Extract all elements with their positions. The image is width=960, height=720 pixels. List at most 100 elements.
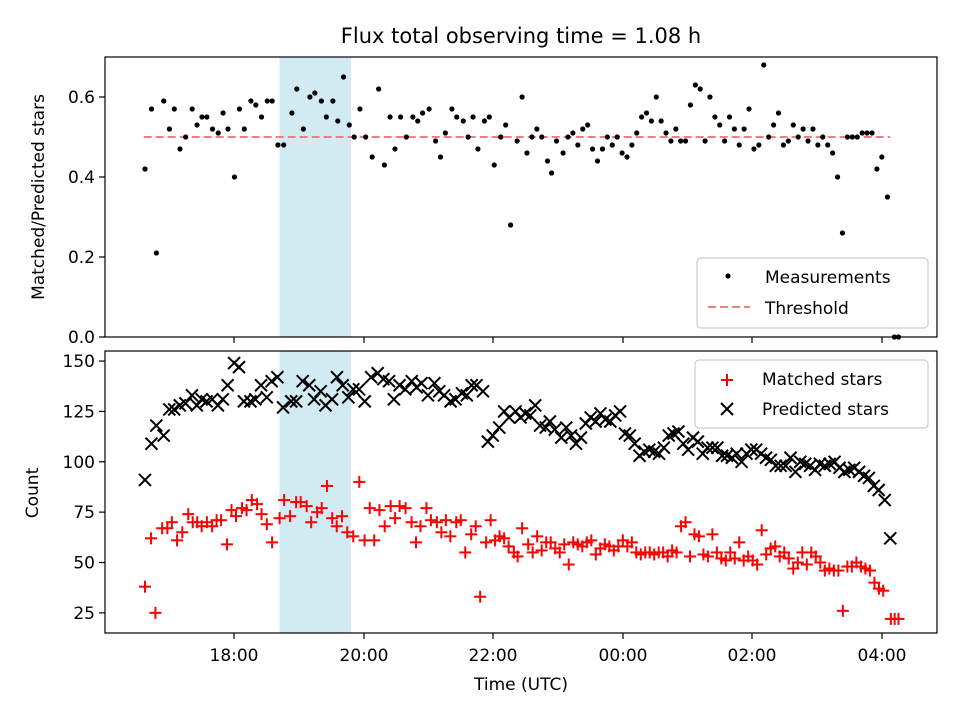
measurement-point	[830, 150, 836, 156]
predicted-point	[149, 418, 164, 433]
measurement-point	[589, 146, 596, 152]
measurement-point	[575, 142, 581, 148]
measurement-point	[465, 134, 471, 140]
chart-title: Flux total observing time = 1.08 h	[341, 24, 701, 48]
bottom-panel: 25 50 75 100 125 150 18:00 20:00 22:00 00:00 02:0…	[23, 350, 938, 695]
measurement-point	[189, 106, 195, 112]
predicted-point	[730, 447, 744, 461]
measurement-point	[381, 162, 387, 168]
legend-matched: Matched stars	[762, 370, 882, 390]
matched-point	[182, 508, 195, 521]
matched-point	[733, 536, 746, 549]
predicted-point	[260, 390, 274, 405]
measurement-point	[854, 134, 860, 140]
measurement-point	[741, 126, 747, 132]
measurement-point	[553, 138, 560, 144]
measurement-point	[570, 130, 576, 136]
measurement-point	[565, 134, 571, 140]
predicted-point	[237, 394, 251, 409]
matched-point	[300, 500, 313, 513]
predicted-point	[559, 420, 573, 435]
predicted-legend-marker	[720, 402, 734, 416]
measurement-point	[209, 126, 216, 132]
predicted-point	[313, 384, 328, 398]
matched-point	[516, 522, 529, 535]
matched-point	[315, 502, 328, 515]
measurement-point	[825, 142, 831, 148]
matched-point	[373, 504, 386, 517]
predicted-point	[788, 465, 803, 479]
measurement-point	[534, 126, 540, 132]
measurement-point	[560, 150, 566, 156]
measurement-point	[281, 142, 287, 148]
measurement-point	[433, 138, 439, 144]
measurement-point	[171, 106, 177, 112]
predicted-point	[387, 392, 401, 407]
measurement-point	[785, 138, 791, 144]
matched-point	[809, 550, 822, 563]
predicted-point	[769, 459, 783, 473]
bottom-y-tick-label: 50	[73, 554, 95, 574]
measurement-point	[258, 114, 265, 120]
predicted-point	[178, 396, 193, 411]
predicted-point	[878, 493, 892, 507]
matched-point	[294, 496, 307, 509]
predicted-point	[325, 392, 339, 407]
matched-point	[706, 528, 719, 541]
matched-point	[439, 514, 452, 527]
bottom-y-tick-label: 25	[73, 604, 95, 624]
matched-point	[206, 520, 219, 533]
matched-point	[444, 530, 457, 543]
predicted-point	[671, 424, 686, 439]
measurement-point	[839, 230, 846, 236]
measurement-point	[514, 138, 520, 144]
matched-point	[553, 546, 566, 559]
matched-point	[363, 502, 376, 515]
measurement-point	[795, 134, 801, 140]
matched-point	[260, 518, 273, 531]
matched-point	[544, 536, 557, 549]
predicted-point	[613, 404, 627, 419]
matched-point	[814, 556, 827, 569]
measurement-point	[859, 130, 865, 136]
matched-point	[787, 562, 800, 575]
measurement-point	[834, 174, 841, 180]
matched-point	[320, 479, 333, 492]
predicted-point	[335, 378, 350, 392]
measurement-point	[648, 118, 654, 124]
measurement-point	[663, 130, 669, 136]
bottom-plot-frame	[104, 350, 938, 634]
predicted-point	[330, 370, 344, 384]
predicted-point	[862, 471, 876, 485]
bottom-y-tick-label: 100	[63, 453, 95, 473]
x-tick-label: 02:00	[728, 646, 777, 666]
matched-point	[769, 540, 782, 553]
bottom-legend: Matched stars Predicted stars	[694, 359, 929, 429]
measurement-point	[142, 166, 148, 172]
matched-point	[341, 526, 354, 539]
matched-point	[526, 546, 539, 559]
measurement-point	[712, 114, 718, 120]
measurement-point	[449, 106, 455, 112]
measurement-point	[697, 86, 703, 92]
predicted-point	[302, 378, 316, 392]
measurement-point	[820, 134, 826, 140]
matched-point	[558, 538, 571, 551]
bottom-y-axis: 25 50 75 100 125 150	[63, 352, 105, 624]
x-tick-label: 00:00	[599, 646, 648, 666]
predicted-point	[162, 402, 177, 417]
predicted-point	[681, 442, 695, 457]
legend-predicted: Predicted stars	[762, 400, 889, 420]
matched-point	[522, 538, 535, 551]
x-axis-label: Time (UTC)	[473, 675, 568, 695]
measurement-point	[717, 122, 723, 128]
matched-point	[368, 534, 381, 547]
measurement-point	[369, 154, 375, 160]
measurement-point	[415, 118, 421, 124]
measurement-point	[442, 130, 448, 136]
measurement-point	[634, 130, 640, 136]
measurement-point	[619, 150, 625, 156]
matched-point	[424, 514, 437, 527]
measurement-point	[215, 130, 221, 136]
measurement-point	[351, 134, 357, 140]
